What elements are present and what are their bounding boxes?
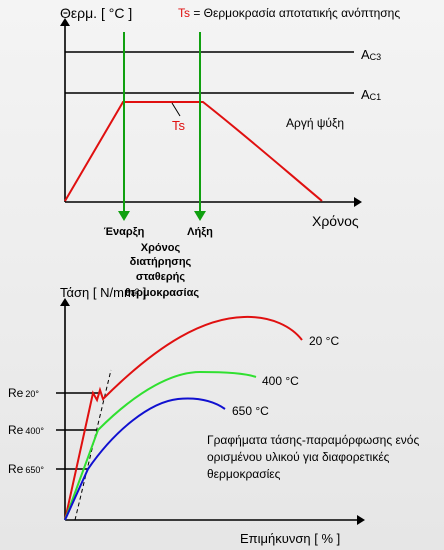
caption: Γραφήματα τάσης-παραμόρφωσης ενός ορισμέ… — [207, 433, 423, 481]
ts-legend-symbol: Ts — [178, 6, 190, 20]
re-20-label: Re 20° — [8, 386, 39, 400]
ac1-label-main: A — [361, 87, 370, 102]
hold-time-line-1: Χρόνος — [141, 242, 181, 254]
curve-650c — [64, 397, 226, 521]
hold-time-label: Χρόνος διατήρησης σταθερής θερμοκρασίας — [125, 242, 199, 299]
heat-treatment-curve — [64, 101, 323, 202]
hold-time-line-2: διατήρησης — [130, 256, 192, 268]
stress-strain-chart: Τάση [ N/mm² ] Επιμήκυνση [ % ] Re 20° Re… — [8, 285, 423, 546]
start-label: Έναρξη — [104, 226, 145, 238]
series-label-400c: 400 °C — [262, 374, 299, 388]
ac3-label-main: A — [361, 47, 370, 62]
ts-legend: Ts = Θερμοκρασία αποτατικής ανόπτησης — [178, 6, 400, 20]
ts-legend-text: = Θερμοκρασία αποτατικής ανόπτησης — [190, 6, 400, 20]
heat-treatment-chart: Θερμ. [ °C ] Ts = Θερμοκρασία αποτατικής… — [60, 5, 400, 299]
re-400-main: Re — [8, 423, 24, 437]
slow-cooling-label: Αργή ψύξη — [286, 116, 344, 130]
re-650-sub: 650° — [25, 465, 44, 475]
ac3-label: AC3 — [361, 47, 381, 62]
hold-time-line-4: θερμοκρασίας — [125, 287, 199, 299]
re-400-label: Re 400° — [8, 423, 44, 437]
top-x-axis-label: Χρόνος — [312, 213, 359, 229]
ac3-label-sub: C3 — [370, 52, 382, 62]
ts-leader-line — [171, 102, 181, 117]
end-label: Λήξη — [187, 226, 213, 238]
caption-line-1: Γραφήματα τάσης-παραμόρφωσης ενός — [207, 433, 419, 447]
hold-time-line-3: σταθερής — [136, 271, 186, 283]
curve-400c — [64, 370, 257, 521]
ac1-label: AC1 — [361, 87, 381, 102]
re-20-main: Re — [8, 386, 24, 400]
ac1-label-sub: C1 — [370, 92, 382, 102]
caption-line-2: ορισμένου υλικού για διαφορετικές — [207, 450, 390, 464]
re-650-main: Re — [8, 462, 24, 476]
re-20-sub: 20° — [25, 389, 39, 399]
series-label-20c: 20 °C — [309, 334, 339, 348]
bottom-x-axis-label: Επιμήκυνση [ % ] — [240, 531, 340, 546]
ts-curve-label: Ts — [172, 118, 186, 133]
series-label-650c: 650 °C — [232, 404, 269, 418]
re-400-sub: 400° — [25, 426, 44, 436]
curve-20c — [64, 315, 303, 521]
bottom-y-axis-label: Τάση [ N/mm² ] — [60, 285, 146, 300]
caption-line-3: θερμοκρασίες — [207, 467, 281, 481]
top-y-axis-label: Θερμ. [ °C ] — [60, 5, 132, 21]
re-650-label: Re 650° — [8, 462, 44, 476]
